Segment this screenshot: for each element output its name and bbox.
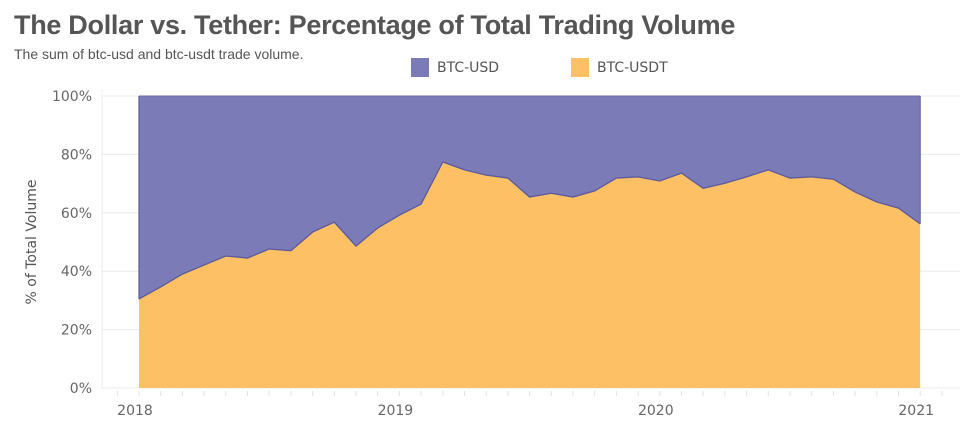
y-tick-label: 100%: [52, 89, 92, 105]
y-tick-label: 40%: [61, 264, 92, 280]
y-tick-label: 60%: [61, 206, 92, 222]
y-tick-label: 20%: [61, 323, 92, 339]
x-tick-label: 2020: [638, 403, 674, 419]
y-tick-label: 0%: [70, 381, 92, 397]
x-axis: 2018 2019 2020 2021: [116, 391, 943, 419]
series-boundary-line: [138, 161, 921, 300]
y-axis-title: % of Total Volume: [24, 180, 40, 305]
chart-title: The Dollar vs. Tether: Percentage of Tot…: [14, 10, 736, 40]
area-btc-usdt[interactable]: [139, 161, 921, 388]
x-tick-label: 2021: [898, 403, 934, 419]
legend-item-btc-usd[interactable]: BTC-USD: [411, 58, 499, 77]
legend-item-btc-usdt[interactable]: BTC-USDT: [571, 58, 668, 77]
x-tick-label: 2019: [378, 403, 414, 419]
x-tick-label: 2018: [117, 403, 153, 419]
y-tick-label: 80%: [61, 147, 92, 163]
legend-swatch-btc-usd: [411, 58, 429, 77]
areas: [138, 95, 921, 388]
legend-label-btc-usdt: BTC-USDT: [597, 59, 668, 76]
area-btc-usd[interactable]: [139, 96, 921, 299]
legend-label-btc-usd: BTC-USD: [437, 59, 500, 76]
y-axis: 0% 20% 40% 60% 80% 100%: [52, 89, 92, 397]
chart-subtitle: The sum of btc-usd and btc-usdt trade vo…: [14, 46, 304, 62]
legend-swatch-btc-usdt: [571, 58, 589, 77]
